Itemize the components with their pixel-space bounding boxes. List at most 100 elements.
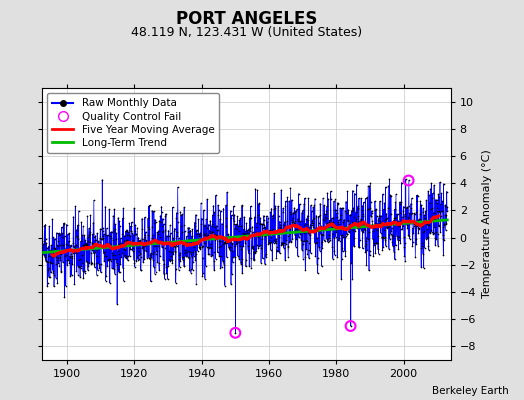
Point [52, 274, 60, 281]
Point [441, 227, 450, 234]
Point [356, 237, 364, 244]
Point [440, 181, 448, 187]
Point [297, 225, 305, 232]
Point [416, 216, 424, 222]
Point [150, 208, 158, 214]
Point [43, 245, 51, 251]
Point [270, 190, 278, 196]
Point [85, 225, 93, 232]
Point [403, 215, 412, 222]
Point [86, 212, 95, 218]
Point [399, 203, 408, 210]
Point [166, 240, 174, 247]
Point [320, 202, 329, 208]
Point [415, 216, 423, 222]
Point [112, 256, 120, 262]
Point [409, 230, 418, 237]
Point [381, 243, 390, 249]
Point [354, 203, 362, 209]
Point [101, 204, 110, 210]
Point [176, 258, 184, 264]
Point [78, 260, 86, 266]
Point [173, 243, 181, 249]
Point [75, 255, 84, 262]
Point [75, 256, 83, 263]
Point [80, 243, 88, 249]
Point [85, 260, 93, 266]
Point [405, 233, 413, 240]
Point [80, 232, 89, 239]
Point [330, 234, 338, 241]
Point [160, 276, 169, 282]
Point [127, 228, 135, 234]
Point [135, 237, 144, 244]
Point [342, 210, 351, 216]
Point [93, 241, 102, 248]
Point [217, 264, 226, 271]
Point [289, 219, 297, 225]
Point [258, 221, 266, 227]
Point [167, 241, 176, 247]
Point [331, 222, 339, 228]
Point [254, 234, 262, 240]
Point [88, 260, 96, 266]
Point [243, 227, 252, 233]
Point [151, 242, 159, 249]
Point [116, 260, 125, 267]
Point [291, 226, 299, 233]
Point [370, 220, 379, 226]
Point [118, 231, 127, 238]
Point [311, 228, 319, 234]
Point [114, 268, 123, 275]
Point [350, 214, 358, 220]
Point [112, 230, 121, 236]
Point [140, 236, 148, 242]
Point [432, 196, 440, 203]
Point [128, 242, 136, 248]
Point [401, 240, 409, 246]
Point [95, 265, 104, 272]
Point [223, 254, 231, 260]
Point [271, 240, 280, 246]
Point [255, 200, 264, 206]
Point [72, 226, 81, 233]
Point [196, 244, 204, 250]
Point [344, 220, 353, 227]
Point [190, 236, 198, 243]
Point [57, 269, 66, 276]
Point [354, 244, 363, 250]
Point [124, 229, 133, 236]
Point [162, 240, 171, 247]
Point [405, 177, 413, 184]
Point [384, 204, 392, 211]
Point [150, 271, 159, 277]
Point [320, 210, 329, 217]
Point [370, 242, 378, 248]
Point [115, 241, 123, 247]
Point [194, 240, 202, 246]
Point [127, 228, 136, 234]
Point [362, 238, 370, 245]
Point [298, 226, 307, 232]
Point [368, 224, 377, 230]
Point [89, 245, 97, 252]
Point [381, 217, 389, 223]
Point [241, 234, 249, 240]
Point [201, 222, 209, 228]
Point [366, 180, 375, 186]
Point [69, 240, 77, 246]
Point [410, 218, 418, 225]
Point [400, 253, 409, 259]
Point [134, 234, 143, 241]
Point [227, 281, 235, 288]
Point [46, 274, 54, 280]
Point [391, 242, 400, 249]
Point [219, 205, 227, 212]
Point [62, 241, 71, 248]
Point [158, 209, 166, 215]
Point [353, 225, 361, 232]
Point [262, 254, 270, 260]
Point [54, 260, 62, 266]
Point [393, 220, 401, 226]
Point [364, 235, 372, 242]
